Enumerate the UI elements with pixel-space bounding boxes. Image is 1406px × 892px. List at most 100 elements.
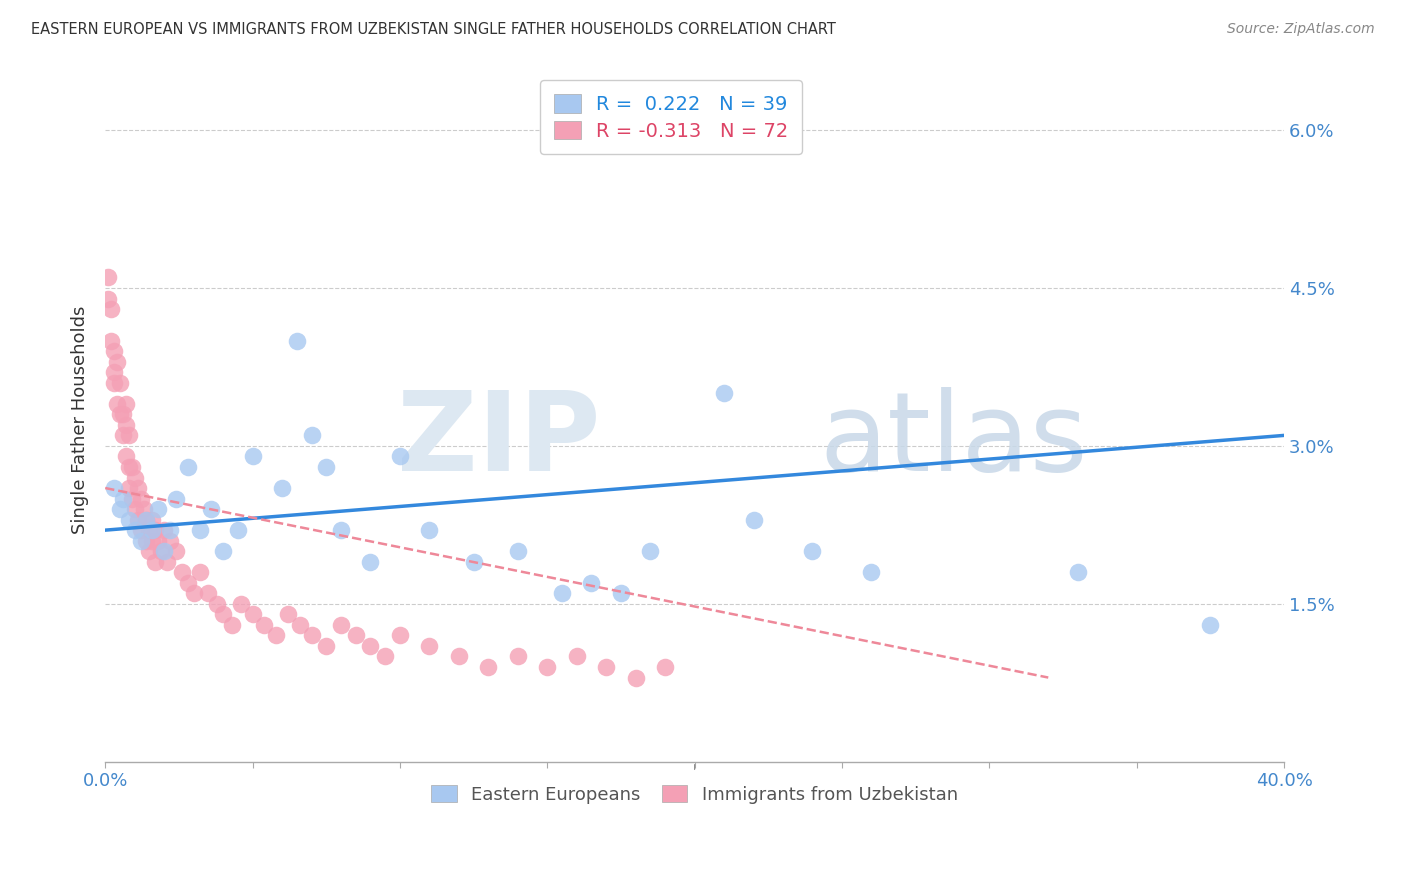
Point: [271, 481, 294, 495]
Point: [301, 428, 323, 442]
Text: Source: ZipAtlas.com: Source: ZipAtlas.com: [1227, 22, 1375, 37]
Point: [103, 344, 125, 359]
Point: [118, 513, 141, 527]
Point: [388, 628, 411, 642]
Point: [654, 660, 676, 674]
Point: [124, 502, 146, 516]
Point: [226, 523, 249, 537]
Point: [506, 649, 529, 664]
Point: [108, 502, 131, 516]
Point: [301, 628, 323, 642]
Point: [111, 408, 134, 422]
Point: [97, 292, 120, 306]
Point: [127, 513, 149, 527]
Point: [118, 460, 141, 475]
Point: [127, 481, 149, 495]
Point: [118, 428, 141, 442]
Point: [111, 428, 134, 442]
Point: [713, 386, 735, 401]
Point: [447, 649, 470, 664]
Point: [315, 460, 337, 475]
Point: [141, 513, 163, 527]
Point: [153, 544, 176, 558]
Point: [242, 450, 264, 464]
Y-axis label: Single Father Households: Single Father Households: [72, 305, 89, 533]
Point: [551, 586, 574, 600]
Point: [143, 523, 166, 537]
Point: [359, 639, 381, 653]
Point: [108, 408, 131, 422]
Point: [285, 334, 308, 348]
Point: [242, 607, 264, 622]
Point: [124, 470, 146, 484]
Point: [103, 376, 125, 390]
Text: atlas: atlas: [820, 386, 1088, 493]
Point: [115, 417, 138, 432]
Point: [683, 123, 706, 137]
Point: [159, 533, 181, 548]
Point: [506, 544, 529, 558]
Point: [221, 618, 243, 632]
Point: [170, 566, 193, 580]
Point: [150, 544, 173, 558]
Point: [165, 544, 187, 558]
Point: [742, 513, 765, 527]
Point: [129, 533, 152, 548]
Point: [103, 481, 125, 495]
Point: [1199, 618, 1222, 632]
Point: [141, 523, 163, 537]
Point: [100, 334, 122, 348]
Point: [165, 491, 187, 506]
Point: [344, 628, 367, 642]
Point: [212, 544, 235, 558]
Point: [188, 523, 211, 537]
Point: [156, 555, 179, 569]
Point: [105, 354, 128, 368]
Point: [595, 660, 617, 674]
Point: [115, 397, 138, 411]
Point: [100, 301, 122, 316]
Point: [108, 376, 131, 390]
Point: [801, 544, 824, 558]
Point: [135, 533, 157, 548]
Point: [132, 502, 155, 516]
Point: [97, 270, 120, 285]
Point: [129, 491, 152, 506]
Text: ZIP: ZIP: [396, 386, 600, 493]
Point: [330, 618, 353, 632]
Point: [177, 460, 200, 475]
Point: [148, 533, 170, 548]
Point: [624, 671, 647, 685]
Point: [141, 533, 163, 548]
Point: [129, 523, 152, 537]
Point: [253, 618, 276, 632]
Point: [103, 365, 125, 379]
Point: [159, 523, 181, 537]
Point: [536, 660, 558, 674]
Point: [105, 397, 128, 411]
Point: [138, 544, 160, 558]
Point: [135, 513, 157, 527]
Point: [183, 586, 205, 600]
Point: [229, 597, 252, 611]
Point: [124, 523, 146, 537]
Point: [581, 575, 603, 590]
Text: EASTERN EUROPEAN VS IMMIGRANTS FROM UZBEKISTAN SINGLE FATHER HOUSEHOLDS CORRELAT: EASTERN EUROPEAN VS IMMIGRANTS FROM UZBE…: [31, 22, 835, 37]
Point: [330, 523, 353, 537]
Point: [463, 555, 485, 569]
Point: [418, 523, 440, 537]
Point: [197, 586, 219, 600]
Point: [205, 597, 228, 611]
Point: [177, 575, 200, 590]
Legend: Eastern Europeans, Immigrants from Uzbekistan: Eastern Europeans, Immigrants from Uzbek…: [420, 774, 969, 814]
Point: [135, 513, 157, 527]
Point: [860, 566, 883, 580]
Point: [118, 481, 141, 495]
Point: [288, 618, 311, 632]
Point: [148, 502, 170, 516]
Point: [121, 491, 143, 506]
Point: [315, 639, 337, 653]
Point: [477, 660, 499, 674]
Point: [388, 450, 411, 464]
Point: [143, 555, 166, 569]
